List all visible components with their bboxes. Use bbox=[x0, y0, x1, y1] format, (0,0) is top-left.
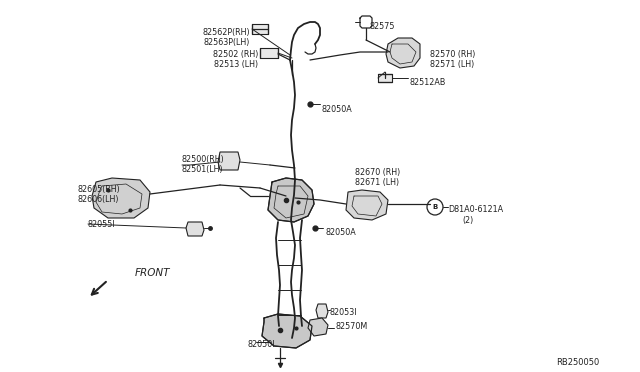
Polygon shape bbox=[260, 48, 278, 58]
Text: 82050A: 82050A bbox=[322, 105, 353, 114]
Text: 82500(RH): 82500(RH) bbox=[182, 155, 225, 164]
Polygon shape bbox=[262, 314, 312, 348]
Text: 82670 (RH): 82670 (RH) bbox=[355, 168, 400, 177]
Text: 82055I: 82055I bbox=[88, 220, 116, 229]
Text: 82513 (LH): 82513 (LH) bbox=[214, 60, 258, 69]
Polygon shape bbox=[218, 152, 240, 170]
Text: 82512AB: 82512AB bbox=[410, 78, 446, 87]
Polygon shape bbox=[316, 304, 328, 318]
Text: 82575: 82575 bbox=[370, 22, 396, 31]
Text: 82606(LH): 82606(LH) bbox=[78, 195, 120, 204]
Text: (2): (2) bbox=[462, 216, 473, 225]
Text: 82605(RH): 82605(RH) bbox=[78, 185, 121, 194]
Polygon shape bbox=[308, 318, 328, 336]
Text: 82053I: 82053I bbox=[330, 308, 358, 317]
Polygon shape bbox=[346, 190, 388, 220]
Polygon shape bbox=[186, 222, 204, 236]
Text: B: B bbox=[433, 204, 438, 210]
Text: 82671 (LH): 82671 (LH) bbox=[355, 178, 399, 187]
Text: 82563P(LH): 82563P(LH) bbox=[204, 38, 250, 47]
Polygon shape bbox=[378, 74, 392, 82]
Polygon shape bbox=[386, 38, 420, 68]
Text: 82570M: 82570M bbox=[336, 322, 368, 331]
Text: 82050I: 82050I bbox=[248, 340, 275, 349]
Text: 82562P(RH): 82562P(RH) bbox=[202, 28, 250, 37]
Text: D81A0-6121A: D81A0-6121A bbox=[448, 205, 503, 214]
Polygon shape bbox=[92, 178, 150, 218]
Text: 82050A: 82050A bbox=[325, 228, 356, 237]
Text: 82570 (RH): 82570 (RH) bbox=[430, 50, 476, 59]
Text: FRONT: FRONT bbox=[135, 268, 170, 278]
Polygon shape bbox=[252, 24, 268, 34]
Text: 82502 (RH): 82502 (RH) bbox=[212, 50, 258, 59]
Polygon shape bbox=[268, 178, 314, 222]
Text: 82571 (LH): 82571 (LH) bbox=[430, 60, 474, 69]
Text: RB250050: RB250050 bbox=[556, 358, 599, 367]
Text: 82501(LH): 82501(LH) bbox=[182, 165, 223, 174]
